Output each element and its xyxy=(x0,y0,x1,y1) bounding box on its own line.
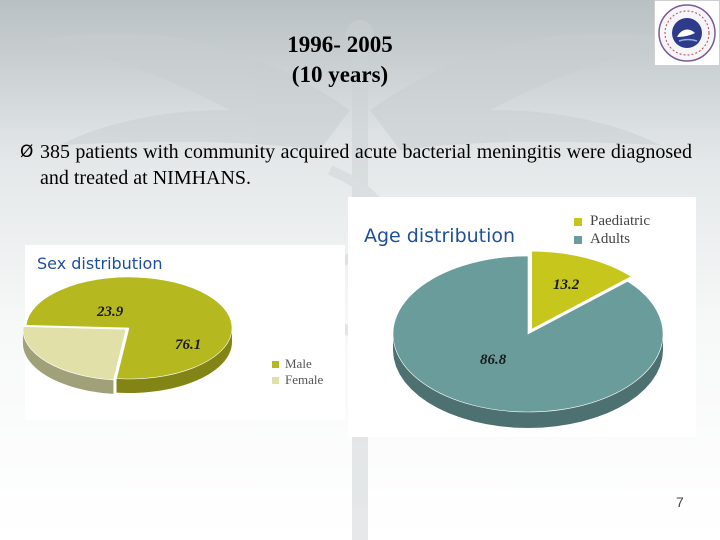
sex-chart-title: Sex distribution xyxy=(37,254,163,273)
pie-side-adults xyxy=(393,334,663,428)
sex-distribution-chart: Sex distribution 76.1 23.9 Male Female xyxy=(22,245,345,420)
slide-number: 7 xyxy=(676,494,684,510)
title-line-duration: (10 years) xyxy=(291,62,389,87)
legend-swatch-paediatric xyxy=(574,218,582,226)
bullet-text: 385 patients with community acquired acu… xyxy=(40,141,692,189)
pie-side-female xyxy=(22,329,114,394)
nimhans-logo xyxy=(654,0,720,66)
pie-slice-female xyxy=(22,326,127,381)
pie-side-male xyxy=(116,328,232,393)
legend-swatch-adults xyxy=(574,236,582,244)
pie-slice-adults xyxy=(392,255,664,413)
arrow-bullet-icon: Ø xyxy=(20,142,34,162)
legend-swatch-female xyxy=(272,377,279,384)
legend-label-male: Male xyxy=(285,356,312,371)
legend-swatch-male xyxy=(272,361,279,368)
age-chart-title: Age distribution xyxy=(364,225,516,247)
legend-label-adults: Adults xyxy=(590,231,631,247)
data-label-male: 76.1 xyxy=(175,337,201,353)
slide-title: 1996- 2005 (10 years) xyxy=(190,30,490,90)
data-label-female: 23.9 xyxy=(96,304,124,320)
pie-slice-paediatric xyxy=(531,250,632,330)
title-line-years: 1996- 2005 xyxy=(287,32,393,57)
data-label-paediatric: 13.2 xyxy=(553,277,580,293)
pie-slice-male xyxy=(25,276,233,380)
bullet-point: Ø 385 patients with community acquired a… xyxy=(20,139,692,191)
sex-pie-svg: 76.1 23.9 xyxy=(22,276,233,394)
legend-label-paediatric: Paediatric xyxy=(590,213,650,229)
age-distribution-chart: Age distribution 13.2 86.8 Paediatric Adu… xyxy=(348,197,696,437)
age-pie-svg: 13.2 86.8 xyxy=(392,250,664,428)
legend-label-female: Female xyxy=(285,372,324,387)
data-label-adults: 86.8 xyxy=(480,352,507,368)
